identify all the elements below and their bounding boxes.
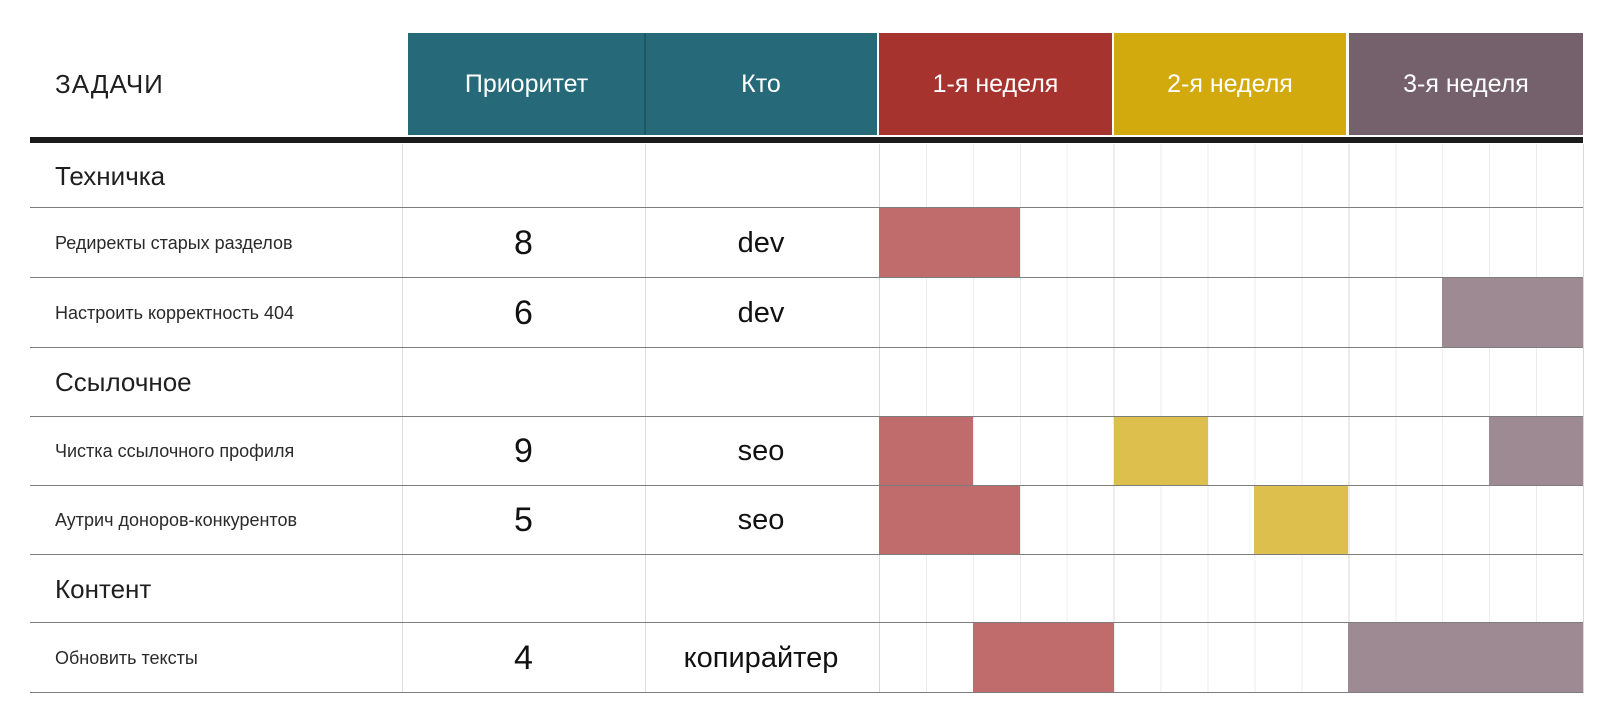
gantt-bar-week-3 (1348, 623, 1583, 693)
assignee-value: dev (737, 226, 785, 259)
task-row: Обновить тексты 4 копирайтер (0, 623, 1605, 693)
header-cell-who: Кто (645, 33, 877, 135)
header-cell-priority: Приоритет (408, 33, 645, 135)
task-name: Чистка ссылочного профиля (55, 441, 295, 461)
gantt-bar-week-1 (972, 623, 1114, 693)
priority-value: 9 (514, 432, 533, 470)
assignee-value: dev (737, 296, 785, 329)
gantt-bar-week-1 (879, 417, 973, 486)
task-row: Редиректы старых разделов 8 dev (0, 208, 1605, 278)
tasks-column-header: ЗАДАЧИ (55, 68, 164, 99)
row-divider (30, 277, 1583, 278)
gantt-bar-week-1 (879, 486, 1020, 555)
priority-value: 5 (514, 501, 533, 539)
column-divider-task-priority (402, 144, 403, 693)
assignee-value: seo (737, 504, 785, 536)
header-cell-week-3: 3-я неделя (1349, 33, 1583, 135)
row-divider (30, 207, 1583, 208)
section-title: Техничка (55, 160, 166, 191)
priority-value: 4 (514, 638, 533, 677)
section-title: Контент (55, 573, 152, 604)
row-divider (30, 485, 1583, 486)
task-name: Аутрич доноров-конкурентов (55, 510, 298, 530)
assignee-value: копирайтер (683, 641, 839, 674)
header-cell-week-2: 2-я неделя (1114, 33, 1346, 135)
task-row: Аутрич доноров-конкурентов 5 seo (0, 486, 1605, 555)
gantt-bar-week-1 (879, 208, 1020, 278)
row-divider (30, 416, 1583, 417)
assignee-value: seo (737, 435, 785, 467)
row-divider (30, 554, 1583, 555)
gantt-bar-week-3 (1489, 417, 1583, 486)
gantt-bar-week-3 (1442, 278, 1583, 348)
priority-value: 6 (514, 293, 533, 332)
column-divider-priority-who (645, 144, 646, 693)
task-name: Настроить корректность 404 (55, 302, 295, 323)
row-divider (30, 347, 1583, 348)
header-divider (644, 33, 646, 135)
gantt-bar-week-2 (1254, 486, 1349, 555)
header-underline (30, 137, 1583, 143)
priority-value: 8 (514, 223, 533, 262)
row-divider (30, 622, 1583, 623)
task-name: Редиректы старых разделов (55, 232, 293, 253)
row-divider (30, 692, 1583, 693)
gantt-bar-week-2 (1113, 417, 1208, 486)
section-title: Ссылочное (55, 367, 192, 397)
section-row: Ссылочное (0, 348, 1605, 417)
task-name: Обновить тексты (55, 647, 198, 668)
rows-container: Техничка Редиректы старых разделов 8 dev Нас… (0, 144, 1605, 693)
task-row: Настроить корректность 404 6 dev (0, 278, 1605, 348)
header-cell-week-1: 1-я неделя (879, 33, 1112, 135)
section-row: Контент (0, 555, 1605, 623)
task-row: Чистка ссылочного профиля 9 seo (0, 417, 1605, 486)
section-row: Техничка (0, 144, 1605, 208)
